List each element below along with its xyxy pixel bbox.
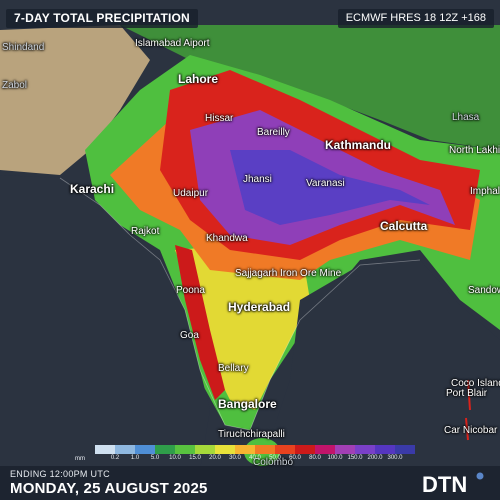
city-label: Tiruchchirapalli — [218, 429, 285, 440]
city-label: Hyderabad — [228, 300, 291, 314]
legend-swatch — [355, 445, 375, 454]
legend-tick-label: 20.0 — [209, 455, 221, 461]
ocean-arabian — [0, 175, 210, 500]
legend-swatch — [235, 445, 255, 454]
legend-swatch — [335, 445, 355, 454]
precip-ghats — [175, 245, 225, 400]
legend-tick-label: 0.2 — [110, 455, 120, 461]
legend-unit: mm — [75, 456, 85, 462]
legend-tick-label: 200.0 — [367, 455, 383, 461]
legend-tick-label: 150.0 — [347, 455, 363, 461]
city-label: Lahore — [178, 72, 219, 86]
legend-swatch — [115, 445, 135, 454]
legend-tick-label: 10.0 — [169, 455, 181, 461]
city-label: Kathmandu — [325, 138, 391, 152]
city-label: Coco Island — [451, 378, 500, 389]
legend-swatch — [135, 445, 155, 454]
precip-field-blue — [230, 150, 430, 225]
land-northwest — [0, 25, 150, 175]
legend-swatch — [215, 445, 235, 454]
legend-tick-label: 1.0 — [130, 455, 140, 461]
city-label: North Lakhimpur — [449, 145, 500, 156]
legend-swatch — [255, 445, 275, 454]
legend-ticks: 0.2 1.0 5.0 10.0 15.0 20.0 30.0 40.0 50.0 60.0 80.… — [95, 455, 415, 465]
footer-bar — [0, 466, 500, 500]
city-label: Khandwa — [206, 233, 248, 244]
model-run-label: ECMWF HRES 18 12Z +168 — [337, 9, 494, 28]
city-label: Lhasa — [452, 112, 480, 123]
precip-field-yellow — [175, 240, 310, 410]
city-label: Poona — [176, 285, 205, 296]
legend-tick-label: 100.0 — [327, 455, 343, 461]
legend-tick-label: 50.0 — [269, 455, 281, 461]
legend-tick-label: 15.0 — [189, 455, 201, 461]
legend-swatch — [395, 445, 415, 454]
city-label: Hissar — [205, 113, 234, 124]
ocean-bay — [270, 260, 500, 500]
city-label: Port Blair — [446, 388, 488, 399]
coastline — [59, 177, 421, 431]
city-label: Calcutta — [380, 219, 428, 233]
city-label: Sajjagarh Iron Ore Mine — [235, 268, 342, 279]
city-label: Imphal — [470, 186, 500, 197]
legend-swatch — [175, 445, 195, 454]
legend-tick-label: 40.0 — [249, 455, 261, 461]
legend-swatch — [375, 445, 395, 454]
city-label: Rajkot — [131, 226, 160, 237]
legend-color-bar — [95, 445, 415, 454]
legend-swatch — [95, 445, 115, 454]
legend-swatch — [155, 445, 175, 454]
brand-dot — [476, 472, 484, 480]
city-label: Karachi — [70, 182, 115, 196]
city-label: Jhansi — [243, 174, 272, 185]
legend-tick-label: 30.0 — [229, 455, 241, 461]
map-title: 7-DAY TOTAL PRECIPITATION — [6, 9, 198, 28]
legend-swatch — [195, 445, 215, 454]
city-label: Bangalore — [218, 397, 277, 411]
dtn-logo: DTN — [422, 472, 484, 497]
city-label: Car Nicobar — [444, 425, 498, 436]
land-north — [120, 25, 500, 150]
city-label: Zabol — [2, 80, 28, 91]
brand-text: DTN — [422, 472, 467, 497]
legend-tick-label: 80.0 — [309, 455, 321, 461]
city-label: Colombo — [253, 457, 294, 468]
legend-tick-label: 300.0 — [387, 455, 403, 461]
legend-tick-label: 5.0 — [150, 455, 160, 461]
city-label: Sandow — [468, 285, 500, 296]
legend-swatch — [295, 445, 315, 454]
city-label: Udaipur — [173, 188, 209, 199]
precip-legend: 0.2 1.0 5.0 10.0 15.0 20.0 30.0 40.0 50.0 60.0 80.… — [95, 445, 415, 465]
city-label: Goa — [180, 330, 199, 341]
city-label: Shindand — [2, 42, 45, 53]
city-label: Bellary — [218, 363, 249, 374]
andaman-islands — [465, 379, 471, 441]
legend-tick-label: 60.0 — [289, 455, 301, 461]
city-label: Varanasi — [306, 178, 345, 189]
city-label: Bareilly — [257, 127, 290, 138]
legend-swatch — [315, 445, 335, 454]
legend-swatch — [275, 445, 295, 454]
city-label: Islamabad Aiport — [135, 38, 210, 49]
forecast-date: MONDAY, 25 AUGUST 2025 — [10, 480, 208, 497]
ending-time: ENDING 12:00PM UTC — [10, 469, 110, 479]
